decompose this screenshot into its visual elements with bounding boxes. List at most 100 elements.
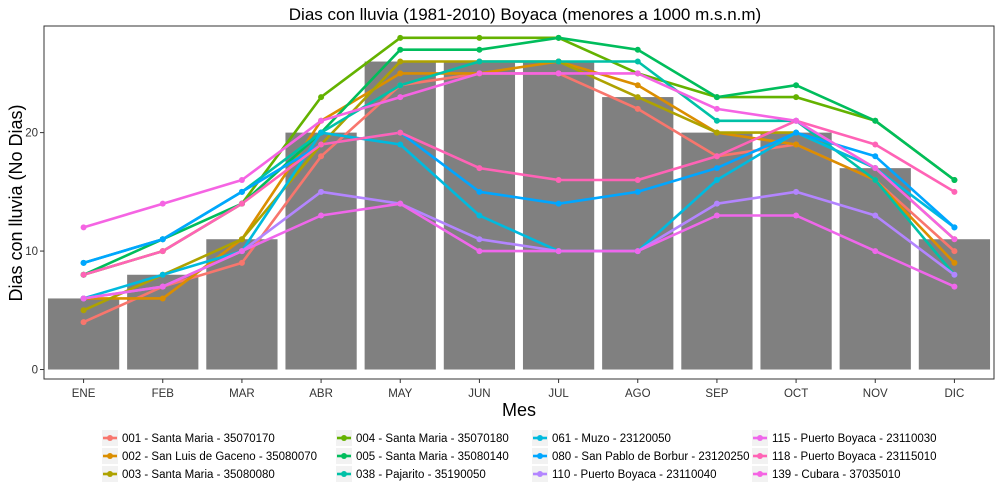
- x-tick-label-oct: OCT: [784, 388, 808, 400]
- y-tick-label: 10: [25, 246, 38, 258]
- series-point-8-ago: [634, 188, 641, 195]
- series-point-6-sep: [713, 117, 720, 124]
- legend-key-point: [107, 435, 113, 441]
- series-point-3-mar: [238, 236, 245, 243]
- legend-label: 118 - Puerto Boyaca - 23115010: [772, 451, 937, 463]
- legend-label: 139 - Cubara - 37035010: [772, 469, 901, 481]
- series-point-8-feb: [159, 236, 166, 243]
- series-point-8-jul: [555, 200, 562, 207]
- x-tick-label-ene: ENE: [72, 388, 96, 400]
- series-point-9-oct: [793, 188, 800, 195]
- series-point-10-jun: [476, 248, 483, 255]
- series-point-12-dic: [951, 236, 958, 243]
- series-point-12-feb: [159, 200, 166, 207]
- series-line-2: [83, 60, 956, 300]
- series-point-3-sep: [713, 129, 720, 136]
- legend-key-point: [107, 471, 113, 477]
- series-point-6-nov: [872, 176, 879, 183]
- series-point-11-ago: [634, 176, 641, 183]
- legend-item-11: 118 - Puerto Boyaca - 23115010: [752, 448, 937, 464]
- legend-label: 005 - Santa Maria - 35080140: [356, 451, 509, 463]
- series-point-4-abr: [318, 94, 325, 101]
- bar-nov: [839, 168, 911, 370]
- series-point-5-jul: [555, 34, 562, 41]
- series-point-10-jul: [555, 248, 562, 255]
- series-point-2-dic: [951, 259, 958, 266]
- series-point-12-ago: [634, 70, 641, 77]
- series-point-12-nov: [872, 165, 879, 172]
- series-point-8-dic: [951, 224, 958, 231]
- legend-label: 002 - San Luis de Gaceno - 35080070: [122, 451, 317, 463]
- series-point-2-ago: [634, 82, 641, 89]
- series-point-12-abr: [318, 117, 325, 124]
- bar-oct: [760, 132, 832, 370]
- series-lines-layer: [83, 36, 956, 324]
- series-point-5-ago: [634, 46, 641, 53]
- legend-item-3: 003 - Santa Maria - 35080080: [102, 466, 275, 482]
- series-point-11-ene: [80, 271, 87, 278]
- bars-layer: [47, 61, 991, 370]
- y-axis-title: Dias con lluvia (No Dias): [6, 104, 26, 301]
- x-tick-label-jul: JUL: [548, 388, 569, 400]
- series-point-3-ago: [634, 94, 641, 101]
- x-tick-label-may: MAY: [388, 388, 412, 400]
- bar-dic: [918, 239, 991, 370]
- legend-key-point: [341, 471, 347, 477]
- legend-key-point: [537, 471, 543, 477]
- series-point-9-sep: [713, 200, 720, 207]
- x-tick-label-mar: MAR: [229, 388, 255, 400]
- legend-item-4: 004 - Santa Maria - 35070180: [336, 430, 509, 446]
- legend-label: 004 - Santa Maria - 35070180: [356, 433, 509, 445]
- series-line-12: [83, 72, 956, 241]
- series-points-layer: [80, 34, 958, 326]
- series-point-9-dic: [951, 271, 958, 278]
- series-point-8-mar: [238, 188, 245, 195]
- chart-title: Dias con lluvia (1981-2010) Boyaca (meno…: [289, 5, 761, 24]
- series-point-11-dic: [951, 188, 958, 195]
- legend-label: 115 - Puerto Boyaca - 23110030: [772, 433, 937, 445]
- series-point-6-may: [397, 82, 404, 89]
- series-point-10-dic: [951, 283, 958, 290]
- series-point-11-jul: [555, 176, 562, 183]
- legend-key-point: [341, 435, 347, 441]
- series-point-11-sep: [713, 153, 720, 160]
- series-point-4-may: [397, 34, 404, 41]
- series-point-9-nov: [872, 212, 879, 219]
- series-point-1-mar: [238, 259, 245, 266]
- bar-jul: [522, 61, 595, 370]
- series-point-5-sep: [713, 94, 720, 101]
- legend-item-2: 002 - San Luis de Gaceno - 35080070: [102, 448, 317, 464]
- x-tick-label-nov: NOV: [863, 388, 888, 400]
- series-point-6-ago: [634, 58, 641, 65]
- series-point-3-may: [397, 58, 404, 65]
- series-point-12-ene: [80, 224, 87, 231]
- series-line-10: [83, 202, 955, 300]
- legend-item-12: 139 - Cubara - 37035010: [752, 466, 901, 482]
- x-tick-label-jun: JUN: [468, 388, 490, 400]
- legend-key-point: [757, 453, 763, 459]
- series-point-12-mar: [238, 176, 245, 183]
- x-tick-label-sep: SEP: [705, 388, 728, 400]
- series-line-11: [83, 119, 956, 277]
- series-point-4-oct: [793, 94, 800, 101]
- series-point-5-dic: [951, 176, 958, 183]
- bar-sep: [681, 132, 753, 370]
- series-point-4-jun: [476, 34, 483, 41]
- series-point-11-mar: [238, 200, 245, 207]
- series-point-2-may: [397, 70, 404, 77]
- legend-item-6: 038 - Pajarito - 35190050: [336, 466, 486, 482]
- series-point-6-jun: [476, 58, 483, 65]
- x-tick-label-dic: DIC: [945, 388, 965, 400]
- series-point-10-sep: [713, 212, 720, 219]
- series-line-7: [83, 131, 956, 300]
- y-tick-label: 20: [25, 128, 38, 140]
- series-line-5: [83, 36, 956, 276]
- series-point-2-oct: [793, 141, 800, 148]
- legend-item-10: 115 - Puerto Boyaca - 23110030: [752, 430, 937, 446]
- legend-label: 080 - San Pablo de Borbur - 23120250: [552, 451, 750, 463]
- series-point-9-jun: [476, 236, 483, 243]
- series-point-5-oct: [793, 82, 800, 89]
- axes: 0 10 20 ENE FEB MAR ABR MAY JUN JUL AGO SEP OCT NOV DI…: [25, 128, 964, 400]
- series-point-1-ago: [634, 105, 641, 112]
